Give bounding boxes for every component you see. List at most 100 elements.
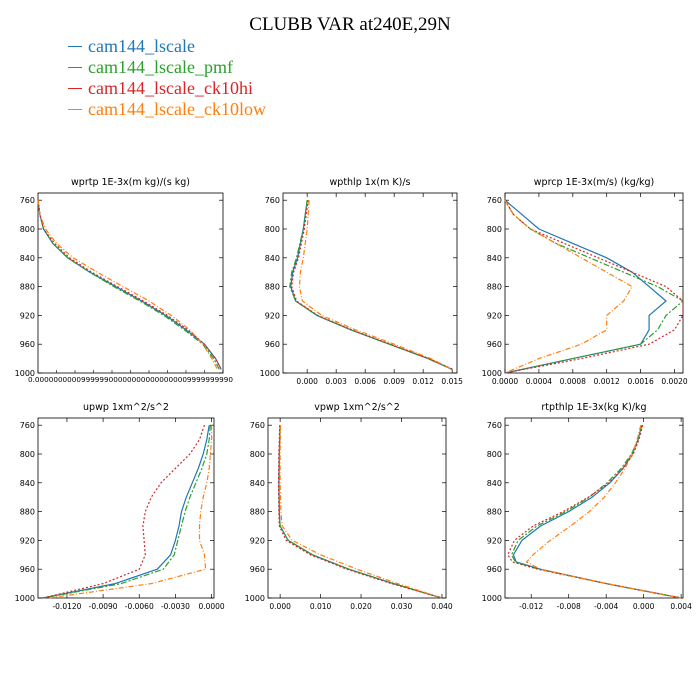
plot-frame: [504, 417, 684, 599]
legend-swatch: [68, 88, 82, 89]
legend-item: cam144_lscale_pmf: [68, 57, 266, 78]
plot-frame: [267, 417, 447, 599]
y-tick-label: 840: [250, 479, 265, 488]
legend-swatch: [68, 46, 82, 47]
x-tick-label: 0.012: [412, 377, 434, 386]
y-tick-label: 760: [487, 196, 502, 205]
legend-item: cam144_lscale: [68, 36, 266, 57]
y-tick-label: 920: [20, 536, 35, 545]
legend: cam144_lscale cam144_lscale_pmf cam144_l…: [68, 36, 266, 120]
legend-item: cam144_lscale_ck10low: [68, 99, 266, 120]
y-tick-label: 880: [20, 283, 35, 292]
x-tick-label: 0.000: [269, 602, 291, 611]
y-tick-label: 1000: [15, 369, 35, 378]
subplot-title: wprcp 1E-3x(m/s) (kg/kg): [534, 177, 654, 188]
x-tick-label: 0.015: [441, 377, 463, 386]
y-tick-label: 800: [487, 450, 502, 459]
series-line-cam144_lscale_pmf: [289, 200, 453, 370]
subplot-1: wprtp 1E-3x(m kg)/(s kg) 760 800 840 880 920 9…: [15, 177, 233, 384]
series-line-cam144_lscale_pmf: [278, 425, 443, 599]
y-tick-label: 880: [250, 508, 265, 517]
y-tick-label: 1000: [15, 594, 35, 603]
series-line-cam144_lscale_ck10low: [298, 200, 453, 370]
y-tick-label: 920: [250, 536, 265, 545]
x-tick-label: 0.0004: [526, 377, 552, 386]
y-tick-label: 800: [20, 450, 35, 459]
y-tick-label: 840: [487, 254, 502, 263]
y-tick-label: 880: [20, 508, 35, 517]
series-line-cam144_lscale_ck10hi: [504, 199, 684, 374]
series-line-cam144_lscale: [42, 425, 210, 599]
x-tick-label: 0.009: [383, 377, 405, 386]
x-tick-label: 0.030: [391, 602, 413, 611]
y-tick-label: 880: [265, 283, 280, 292]
series-line-cam144_lscale_pmf: [37, 200, 220, 370]
y-tick-label: 960: [265, 340, 280, 349]
x-tick-label: 0.000: [296, 377, 318, 386]
x-tick-label: 0.0020: [661, 377, 687, 386]
series-line-cam144_lscale: [278, 425, 443, 599]
series-line-cam144_lscale: [504, 199, 667, 374]
y-tick-label: 960: [20, 340, 35, 349]
x-tick-label: -0.008: [557, 602, 581, 611]
legend-label: cam144_lscale_pmf: [88, 57, 233, 77]
x-tick-label: -0.0090: [89, 602, 118, 611]
plot-frame: [37, 192, 224, 374]
x-tick-label: 0.006: [354, 377, 376, 386]
x-tick-label: 0.0012: [594, 377, 620, 386]
series-line-cam144_lscale_ck10low: [48, 425, 213, 599]
series-line-cam144_lscale_ck10hi: [37, 200, 222, 370]
series-line-cam144_lscale_ck10hi: [291, 200, 454, 370]
subplot-title: rtpthlp 1E-3x(kg K)/kg: [541, 402, 646, 413]
y-tick-label: 920: [487, 536, 502, 545]
subplot-title: upwp 1xm^2/s^2: [83, 402, 169, 413]
x-tick-label: 0.0008: [560, 377, 586, 386]
x-tick-label: 0.040: [431, 602, 453, 611]
y-tick-label: 1000: [260, 369, 280, 378]
subplot-6: rtpthlp 1E-3x(kg K)/kg 760 800 840 880 920 960…: [482, 402, 692, 611]
legend-swatch: [68, 109, 82, 110]
subplot-5: vpwp 1xm^2/s^2 760 800 840 880 920 960 1000 0.00…: [245, 402, 453, 611]
x-tick-label: 0.0000: [198, 602, 224, 611]
y-tick-label: 800: [20, 225, 35, 234]
y-tick-label: 840: [265, 254, 280, 263]
y-tick-label: 920: [487, 311, 502, 320]
y-tick-label: 960: [250, 565, 265, 574]
plot-frame: [504, 192, 684, 374]
y-tick-label: 800: [265, 225, 280, 234]
series-line-cam144_lscale_ck10hi: [507, 425, 682, 599]
series-line-cam144_lscale: [290, 200, 453, 370]
series-line-cam144_lscale_pmf: [511, 425, 682, 599]
x-tick-label: -0.012: [519, 602, 543, 611]
y-tick-label: 840: [20, 254, 35, 263]
y-tick-label: 760: [20, 421, 35, 430]
x-tick-label: -0.0030: [161, 602, 190, 611]
y-tick-label: 760: [20, 196, 35, 205]
x-tick-label: 0.00000000009999990000000000000000099999…: [28, 376, 233, 384]
x-tick-label: 0.004: [670, 602, 692, 611]
series-line-cam144_lscale_pmf: [42, 425, 211, 599]
subplot-title: wpthlp 1x(m K)/s: [330, 177, 411, 188]
subplot-3: wprcp 1E-3x(m/s) (kg/kg) 760 800 840 880 920 9…: [482, 177, 688, 386]
series-line-cam144_lscale_ck10low: [279, 425, 443, 599]
y-tick-label: 1000: [482, 369, 502, 378]
x-tick-label: 0.0000: [492, 377, 518, 386]
legend-swatch: [68, 67, 82, 68]
plot-frame: [37, 417, 215, 599]
x-tick-label: 0.003: [325, 377, 347, 386]
y-tick-label: 800: [250, 450, 265, 459]
series-line-cam144_lscale_ck10hi: [42, 425, 205, 599]
chart-title: CLUBB VAR at240E,29N: [249, 14, 451, 35]
x-tick-label: -0.004: [594, 602, 618, 611]
y-tick-label: 760: [265, 196, 280, 205]
x-tick-label: -0.0060: [125, 602, 154, 611]
subplot-2: wpthlp 1x(m K)/s 760 800 840 880 920 960 1000 0.…: [260, 177, 463, 386]
y-tick-label: 760: [250, 421, 265, 430]
subplot-4: upwp 1xm^2/s^2 760 800 840 880 920 960 1000 -0.0…: [15, 402, 225, 611]
series-line-cam144_lscale_ck10hi: [277, 425, 443, 599]
x-tick-label: 0.010: [310, 602, 332, 611]
x-tick-label: 0.000: [633, 602, 655, 611]
y-tick-label: 920: [20, 311, 35, 320]
y-tick-label: 880: [487, 508, 502, 517]
